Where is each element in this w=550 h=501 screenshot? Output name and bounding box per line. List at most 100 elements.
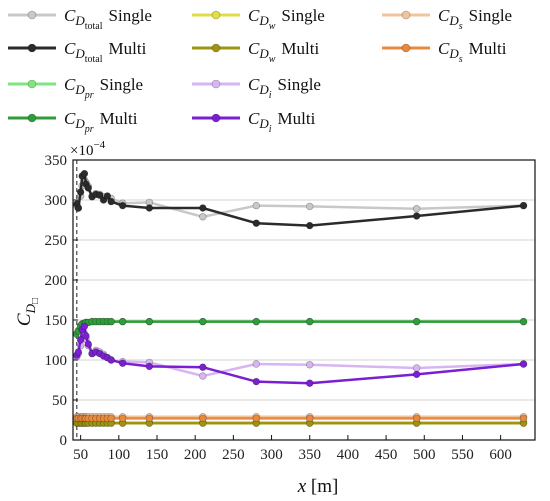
legend-swatch-marker: [211, 113, 221, 123]
series-i-single: [73, 329, 528, 380]
x-axis-title: x [m]: [297, 476, 339, 497]
data-point: [199, 372, 207, 380]
x-tick-label: 550: [451, 447, 474, 463]
x-tick-label: 600: [489, 447, 512, 463]
x-tick-label: 50: [73, 447, 88, 463]
data-point: [145, 204, 154, 212]
legend-entry: CDiMulti: [192, 109, 316, 135]
data-point: [118, 317, 127, 326]
data-point: [412, 317, 421, 326]
legend-entry: CDwSingle: [192, 6, 325, 32]
legend-label: CDtotalMulti: [64, 39, 147, 65]
y-tick-label: 300: [45, 193, 68, 209]
series-pr-multi: [73, 317, 528, 339]
legend-entry: CDprSingle: [8, 75, 143, 101]
x-tick-label: 450: [375, 447, 398, 463]
data-point: [118, 201, 127, 210]
legend-swatch-marker: [211, 79, 221, 89]
data-point: [252, 360, 260, 368]
legend-label: CDsMulti: [438, 39, 507, 65]
data-point: [145, 414, 154, 423]
y-tick-label: 350: [45, 153, 68, 169]
plot-area: 50 100 150 200 250 300 350 400 450 500 550 600 0 50 1…: [45, 153, 536, 463]
legend-label: CDiSingle: [248, 75, 321, 101]
legend-label: CDsSingle: [438, 6, 512, 32]
data-point: [84, 184, 92, 192]
legend-entry: CDprMulti: [8, 109, 138, 135]
data-point: [252, 201, 260, 210]
data-point: [412, 414, 421, 423]
y-tick-label: 50: [52, 393, 67, 409]
data-point: [306, 379, 314, 387]
data-point: [199, 204, 207, 212]
series-layer: [73, 169, 528, 427]
legend-label: CDiMulti: [248, 109, 316, 135]
legend-label: CDwMulti: [248, 39, 319, 65]
data-point: [80, 322, 89, 331]
legend-label: CDtotalSingle: [64, 6, 152, 32]
x-ticks: 50 100 150 200 250 300 350 400 450 500 550 600: [73, 435, 512, 463]
data-point: [80, 169, 89, 178]
data-point: [107, 356, 115, 364]
series-total-multi: [73, 169, 528, 230]
data-point: [306, 317, 314, 326]
y-exponent: ×10−4: [70, 139, 106, 159]
data-point: [96, 191, 104, 199]
data-point: [84, 340, 92, 348]
data-point: [199, 414, 207, 423]
data-point: [519, 360, 528, 368]
x-tick-label: 500: [413, 447, 436, 463]
data-point: [252, 219, 260, 227]
y-tick-label: 150: [45, 313, 68, 329]
series-line: [75, 323, 524, 385]
y-ticks: 0 50 100 150 200 250 300 350: [45, 153, 78, 449]
legend-swatch-marker: [27, 43, 37, 53]
legend-swatch-marker: [211, 10, 221, 20]
data-point: [252, 377, 260, 386]
x-tick-label: 350: [298, 447, 321, 463]
data-point: [412, 212, 421, 220]
legend: CDtotalSingle CDtotalMulti CDwSingle CDwMul…: [8, 6, 512, 135]
data-point: [519, 317, 528, 326]
data-point: [82, 332, 90, 340]
data-point: [306, 361, 314, 369]
data-point: [252, 317, 260, 326]
legend-label: CDwSingle: [248, 6, 325, 32]
data-point: [76, 336, 85, 344]
data-point: [103, 192, 112, 200]
legend-entry: CDsSingle: [382, 6, 512, 32]
data-point: [252, 414, 260, 423]
y-axis-title: CD□: [14, 298, 41, 326]
series-line: [75, 320, 524, 335]
data-point: [519, 201, 528, 210]
legend-swatch-marker: [27, 79, 37, 89]
legend-swatch-marker: [401, 10, 411, 20]
data-point: [74, 348, 83, 356]
x-tick-label: 100: [108, 447, 131, 463]
data-point: [107, 414, 115, 423]
series-total-single: [73, 176, 528, 221]
series-w-multi: [73, 419, 528, 427]
legend-entry: CDsMulti: [382, 39, 507, 65]
data-point: [412, 364, 421, 372]
series-s-multi: [73, 414, 528, 423]
x-tick-label: 150: [146, 447, 169, 463]
legend-swatch-marker: [27, 113, 37, 123]
plot-frame: [72, 159, 536, 441]
data-point: [306, 202, 314, 211]
data-point: [519, 414, 528, 423]
y-tick-label: 100: [45, 353, 68, 369]
data-point: [306, 414, 314, 423]
y-tick-label: 0: [60, 433, 68, 449]
y-tick-label: 200: [45, 273, 68, 289]
data-point: [74, 204, 83, 212]
data-point: [306, 221, 314, 230]
legend-label: CDprMulti: [64, 109, 138, 135]
legend-swatch-marker: [27, 10, 37, 20]
x-tick-label: 200: [184, 447, 207, 463]
data-point: [199, 317, 207, 326]
legend-swatch-marker: [211, 43, 221, 53]
x-tick-label: 250: [222, 447, 245, 463]
x-tick-label: 300: [260, 447, 283, 463]
